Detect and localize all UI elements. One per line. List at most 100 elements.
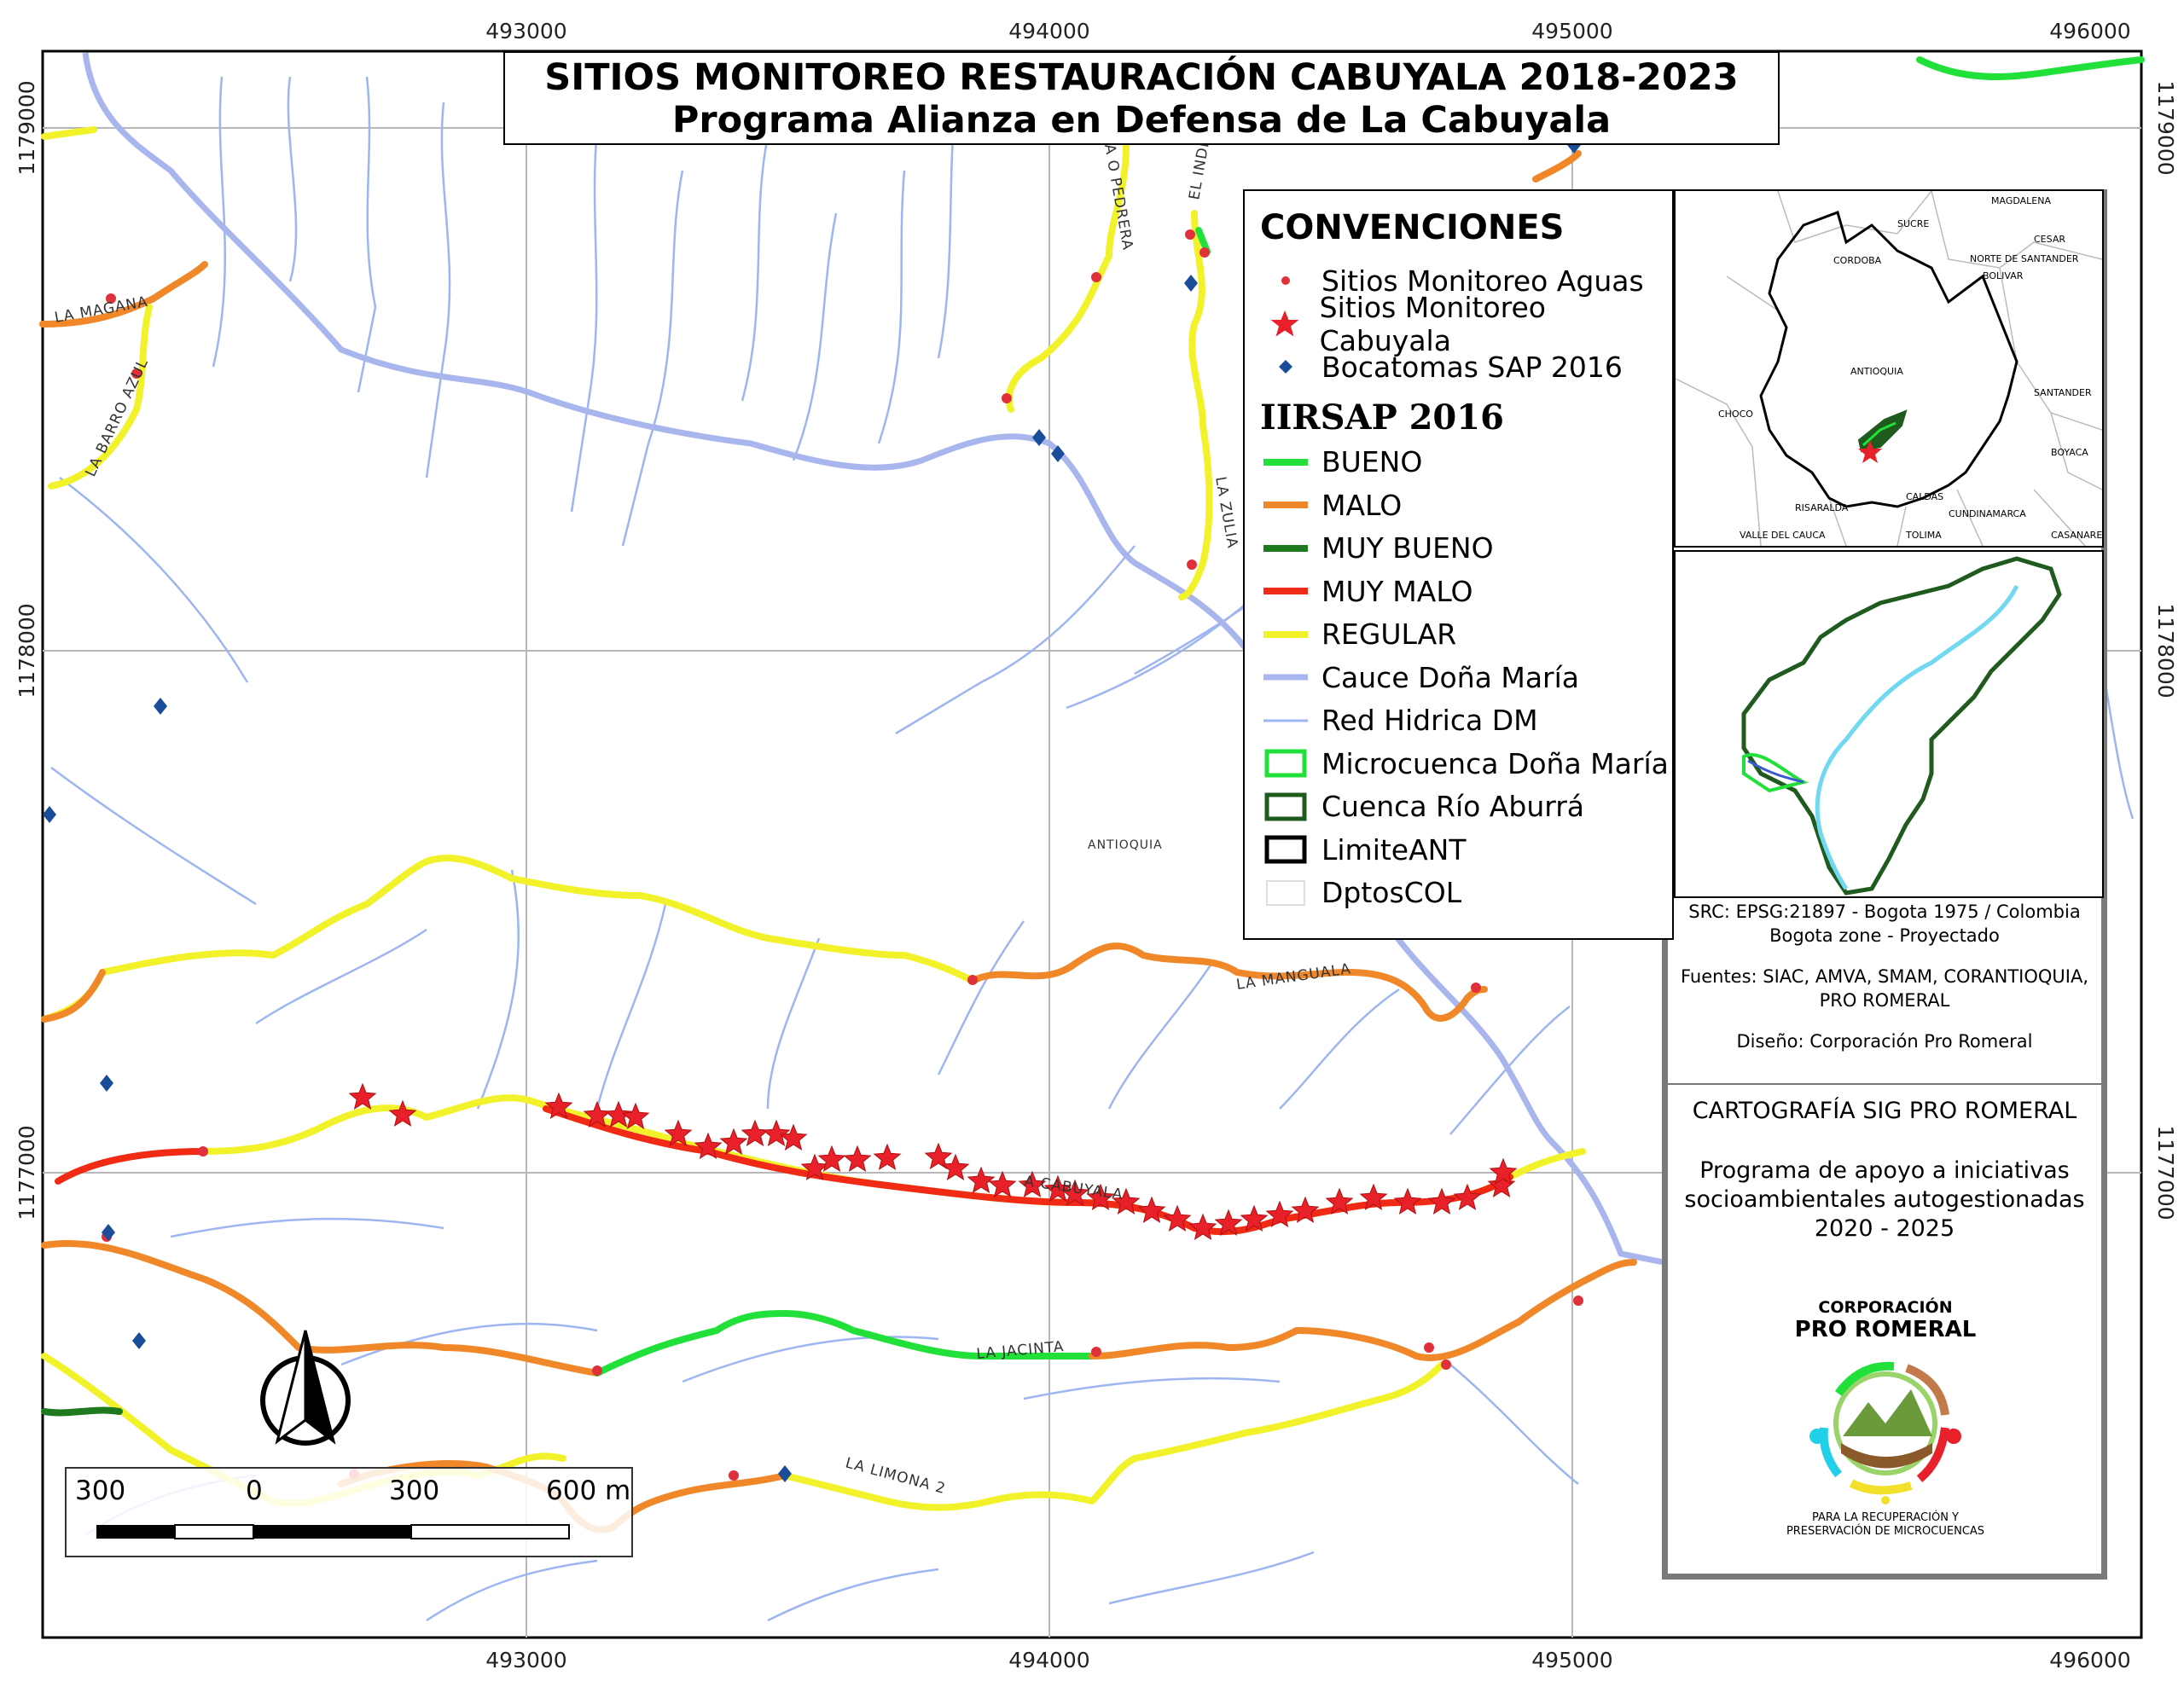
legend-line-items: BUENO MALO MUY BUENO MUY MALO REGULAR Cauce D… <box>1260 441 1672 915</box>
scale-label-1: 300 <box>75 1475 126 1506</box>
scale-bar: 300 0 300 600 m <box>65 1467 633 1557</box>
coordinate-labels: 493000 494000 495000 496000 493000 49400… <box>15 19 2178 1673</box>
scale-label-2: 0 <box>246 1475 263 1506</box>
cartography-block: CARTOGRAFÍA SIG PRO ROMERAL Programa de … <box>1668 1083 2101 1244</box>
cabuyala-site-star <box>719 1128 748 1155</box>
legend-label: LimiteANT <box>1321 832 1467 867</box>
map-subtitle: Programa Alianza en Defensa de La Cabuya… <box>671 99 1612 142</box>
program-line-3: 2020 - 2025 <box>1814 1215 1955 1242</box>
program-line-2: socioambientales autogestionadas <box>1684 1186 2085 1213</box>
legend-heading: CONVENCIONES <box>1260 208 1565 247</box>
easting-top-4: 496000 <box>2049 19 2130 43</box>
easting-top-1: 493000 <box>485 19 566 43</box>
cabuyala-site-star <box>1265 1200 1294 1227</box>
program-line-1: Programa de apoyo a iniciativas <box>1699 1157 2070 1184</box>
dept-bolivar: BOLIVAR <box>1983 270 2024 281</box>
cabuyala-site-star <box>1086 1183 1115 1210</box>
easting-top-2: 494000 <box>1008 19 1089 43</box>
src-line-1: SRC: EPSG:21897 - Bogota 1975 / Colombia <box>1688 901 2081 922</box>
dept-choco: CHOCO <box>1718 409 1753 420</box>
red-star-icon <box>1260 307 1310 341</box>
legend-symbol-icon <box>1260 617 1311 652</box>
dept-antioquia: ANTIOQUIA <box>1850 366 1903 377</box>
dept-tolima: TOLIMA <box>1905 530 1942 541</box>
legend-label: Red Hidrica DM <box>1321 704 1538 738</box>
legend-item-regular: REGULAR <box>1260 613 1672 657</box>
cabuyala-site-star <box>800 1153 829 1180</box>
legend-item-muy-bueno: MUY BUENO <box>1260 527 1672 571</box>
logo-emblem-icon <box>1809 1361 1961 1504</box>
legend-label: MUY MALO <box>1321 574 1473 608</box>
logo-tagline-1: PARA LA RECUPERACIÓN Y <box>1811 1511 1959 1524</box>
legend-item-cuenca-r-o-aburr-: Cuenca Río Aburrá <box>1260 786 1672 829</box>
inset-colombia-svg: MAGDALENA SUCRE CESAR CORDOBA NORTE DE S… <box>1675 190 2103 547</box>
northing-left-1: 1179000 <box>15 80 39 175</box>
cabuyala-site-star <box>1393 1187 1422 1215</box>
cabuyala-site-star <box>694 1132 723 1159</box>
sources-line-1: Fuentes: SIAC, AMVA, SMAM, CORANTIOQUIA, <box>1680 966 2089 987</box>
legend-label: DptosCOL <box>1321 876 1462 910</box>
inset-colombia-map: MAGDALENA SUCRE CESAR CORDOBA NORTE DE S… <box>1674 189 2104 548</box>
inset-aburra-basin <box>1674 550 2104 898</box>
legend-label: Bocatomas SAP 2016 <box>1321 350 1623 384</box>
cabuyala-site-star <box>762 1119 791 1146</box>
cabuyala-site-star <box>621 1102 650 1129</box>
pro-romeral-logo: CORPORACIÓN PRO ROMERAL PARA LA RECUPERA… <box>1779 1298 1992 1539</box>
legend-item-cabuyala: Sitios Monitoreo Cabuyala <box>1260 291 1672 357</box>
dept-valle: VALLE DEL CAUCA <box>1740 530 1826 541</box>
legend-item-dptoscol: DptosCOL <box>1260 872 1672 915</box>
legend-label: MUY BUENO <box>1321 531 1494 565</box>
sitios-monitoreo-cabuyala <box>348 1082 1518 1240</box>
red-dot-icon <box>1260 264 1311 298</box>
scale-label-3: 300 <box>389 1475 440 1506</box>
easting-bottom-3: 495000 <box>1531 1648 1612 1673</box>
cabuyala-site-star <box>664 1119 693 1146</box>
north-arrow-icon <box>260 1330 351 1446</box>
northing-left-3: 1177000 <box>15 1125 39 1220</box>
dept-cordoba: CORDOBA <box>1833 255 1882 266</box>
cartography-heading: CARTOGRAFÍA SIG PRO ROMERAL <box>1692 1098 2077 1124</box>
legend-item-red-hidrica-dm: Red Hidrica DM <box>1260 699 1672 743</box>
cabuyala-site-star <box>1453 1183 1482 1210</box>
dept-casanare: CASANARE <box>2051 530 2102 541</box>
cabuyala-site-star <box>1291 1196 1320 1223</box>
northing-right-1: 1179000 <box>2153 80 2178 175</box>
dept-norte-santander: NORTE DE SANTANDER <box>1970 253 2079 264</box>
legend-item-aguas: Sitios Monitoreo Aguas <box>1260 259 1672 303</box>
legend-symbol-icon <box>1260 445 1311 479</box>
inset-basin-svg <box>1741 556 2062 896</box>
src-line-2: Bogota zone - Proyectado <box>1769 925 2000 946</box>
cabuyala-site-star <box>1060 1179 1089 1206</box>
dept-sucre: SUCRE <box>1897 218 1929 229</box>
cauce-dona-maria <box>82 52 1664 1266</box>
legend-label: Microcuenca Doña María <box>1321 746 1669 780</box>
cabuyala-site-star <box>604 1100 633 1128</box>
cabuyala-site-star <box>1112 1187 1141 1215</box>
dept-boyaca: BOYACA <box>2051 447 2088 458</box>
legend-symbol-icon <box>1260 660 1311 694</box>
legend-label: Cauce Doña María <box>1321 660 1579 694</box>
cabuyala-site-star <box>348 1082 377 1110</box>
scale-label-4: 600 m <box>546 1475 631 1506</box>
northing-left-2: 1178000 <box>15 603 39 698</box>
cabuyala-site-star <box>1325 1187 1354 1215</box>
legend-item-microcuenca-do-a-mar-a: Microcuenca Doña María <box>1260 742 1672 786</box>
cabuyala-site-star <box>873 1143 902 1170</box>
map-title: SITIOS MONITOREO RESTAURACIÓN CABUYALA 2… <box>544 56 1739 99</box>
map-title-box: SITIOS MONITOREO RESTAURACIÓN CABUYALA 2… <box>503 51 1780 145</box>
legend-iirsap-heading: IIRSAP 2016 <box>1260 397 1504 438</box>
cabuyala-site-star <box>1137 1196 1166 1223</box>
legend-item-cauce-do-a-mar-a: Cauce Doña María <box>1260 656 1672 699</box>
legend-symbol-icon <box>1260 704 1311 738</box>
info-block: SRC: EPSG:21897 - Bogota 1975 / Colombia… <box>1668 900 2101 1053</box>
legend-symbol-icon <box>1260 531 1311 565</box>
design-credit: Diseño: Corporación Pro Romeral <box>1736 1031 2033 1052</box>
legend-label: MALO <box>1321 488 1403 522</box>
legend-symbol-icon <box>1260 746 1311 780</box>
cabuyala-site-star <box>1487 1170 1516 1197</box>
logo-org-line-2: PRO ROMERAL <box>1794 1317 1977 1342</box>
northing-right-3: 1177000 <box>2153 1125 2178 1220</box>
scale-bar-graphic <box>96 1524 570 1539</box>
cabuyala-site-star <box>988 1170 1017 1197</box>
cabuyala-site-star <box>1240 1204 1269 1232</box>
